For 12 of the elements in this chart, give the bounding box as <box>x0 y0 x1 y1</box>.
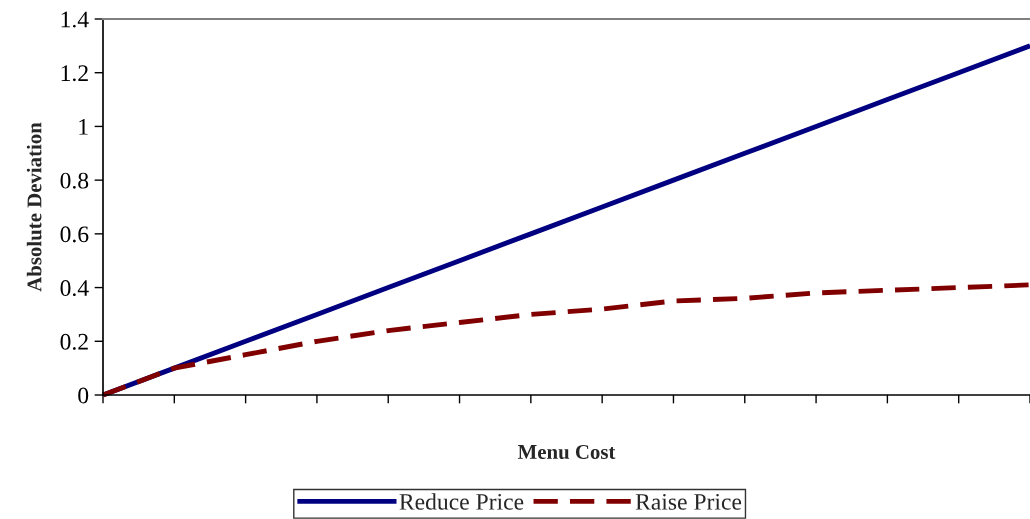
legend-label: Reduce Price <box>399 493 524 510</box>
y-tick-label: 1 <box>79 119 88 135</box>
y-tick-label: 0.4 <box>60 280 89 297</box>
legend-label: Raise Price <box>635 493 742 510</box>
y-tick-label: 1.4 <box>61 11 89 28</box>
y-tick-label: 0.2 <box>60 333 88 350</box>
x-axis-title: Menu Cost <box>517 444 616 460</box>
y-tick-label: 1.2 <box>61 65 88 82</box>
y-tick-label: 0 <box>78 387 89 404</box>
y-tick-label: 0.6 <box>60 226 89 243</box>
y-axis-title: Absolute Deviation <box>26 122 42 292</box>
y-tick-label: 0.8 <box>60 172 89 189</box>
